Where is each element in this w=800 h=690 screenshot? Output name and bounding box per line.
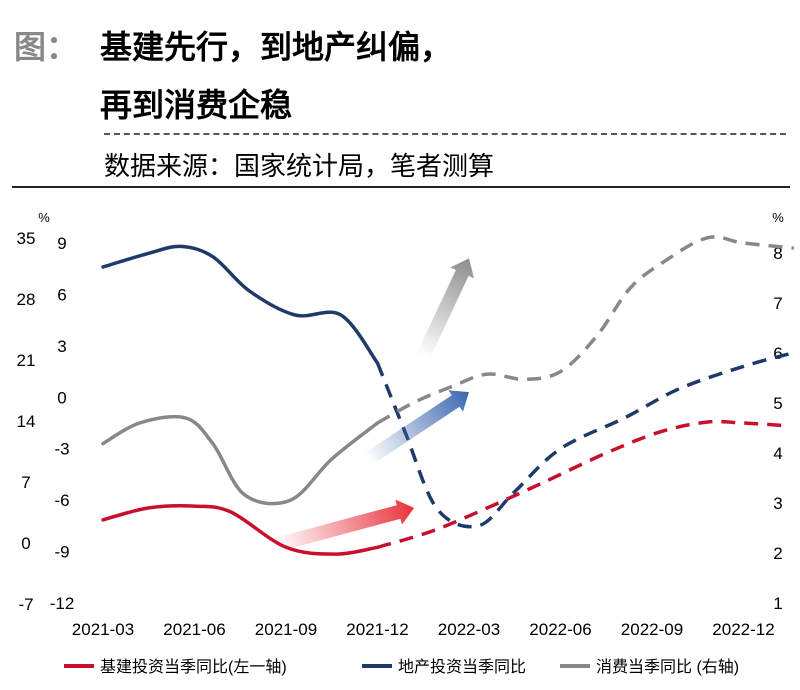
infra-forecast-line bbox=[377, 419, 785, 549]
left-inner-tick-label: 0 bbox=[57, 388, 66, 407]
left-inner-tick-label: -3 bbox=[54, 440, 69, 459]
left-inner-tick-label: 6 bbox=[57, 285, 66, 304]
chart-title-line1: 基建先行，到地产纠偏， bbox=[100, 28, 453, 66]
right-tick-label: 3 bbox=[773, 494, 782, 513]
dashed-divider bbox=[104, 133, 786, 135]
infra-trend-arrow bbox=[275, 499, 415, 552]
right-tick-label: 4 bbox=[773, 444, 782, 463]
consumption-forecast-line bbox=[376, 235, 794, 425]
x-tick-label: 2022-09 bbox=[621, 620, 683, 639]
left-outer-tick-label: -7 bbox=[18, 595, 33, 614]
left-outer-tick-label: 28 bbox=[17, 290, 36, 309]
left-outer-tick-label: 35 bbox=[17, 229, 36, 248]
right-tick-label: 8 bbox=[773, 244, 782, 263]
figure-label: 图： bbox=[14, 28, 79, 66]
left-outer-tick-label: 0 bbox=[21, 534, 30, 553]
data-source-note: 数据来源：国家统计局，笔者测算 bbox=[104, 152, 495, 182]
x-tick-label: 2022-06 bbox=[529, 620, 591, 639]
legend-label-property: 地产投资当季同比 bbox=[398, 658, 526, 676]
right-tick-label: 2 bbox=[773, 544, 782, 563]
consumption-trend-arrow bbox=[416, 258, 474, 360]
x-tick-label: 2021-09 bbox=[255, 620, 317, 639]
left-inner-tick-label: 3 bbox=[57, 337, 66, 356]
x-tick-label: 2021-03 bbox=[72, 620, 134, 639]
left-outer-tick-label: 7 bbox=[21, 473, 30, 492]
right-tick-label: 5 bbox=[773, 394, 782, 413]
x-tick-label: 2022-03 bbox=[438, 620, 500, 639]
right-tick-label: 1 bbox=[773, 594, 782, 613]
left-outer-tick-label: 21 bbox=[17, 351, 36, 370]
x-tick-label: 2022-12 bbox=[712, 620, 774, 639]
left-outer-tick-label: 14 bbox=[17, 412, 36, 431]
legend-label-infra: 基建投资当季同比(左一轴) bbox=[100, 658, 287, 676]
property-forecast-line bbox=[375, 351, 795, 529]
left-inner-tick-label: 9 bbox=[57, 234, 66, 253]
right-unit-label: % bbox=[772, 210, 784, 225]
left-inner-tick-label: -6 bbox=[54, 491, 69, 510]
chart-title-line2: 再到消费企稳 bbox=[100, 86, 293, 124]
infra-actual-line bbox=[101, 504, 380, 556]
header-divider bbox=[12, 186, 790, 188]
left-inner-tick-label: -12 bbox=[50, 594, 75, 613]
property-actual-line bbox=[101, 244, 380, 365]
x-tick-label: 2021-06 bbox=[163, 620, 225, 639]
right-tick-label: 6 bbox=[773, 344, 782, 363]
legend-label-consumption: 消费当季同比 (右轴) bbox=[596, 658, 739, 676]
right-tick-label: 7 bbox=[773, 294, 782, 313]
consumption-actual-line bbox=[101, 414, 380, 506]
x-tick-label: 2021-12 bbox=[346, 620, 408, 639]
left-inner-tick-label: -9 bbox=[54, 543, 69, 562]
property-trend-arrow bbox=[364, 390, 469, 465]
left-unit-label: % bbox=[38, 210, 50, 225]
